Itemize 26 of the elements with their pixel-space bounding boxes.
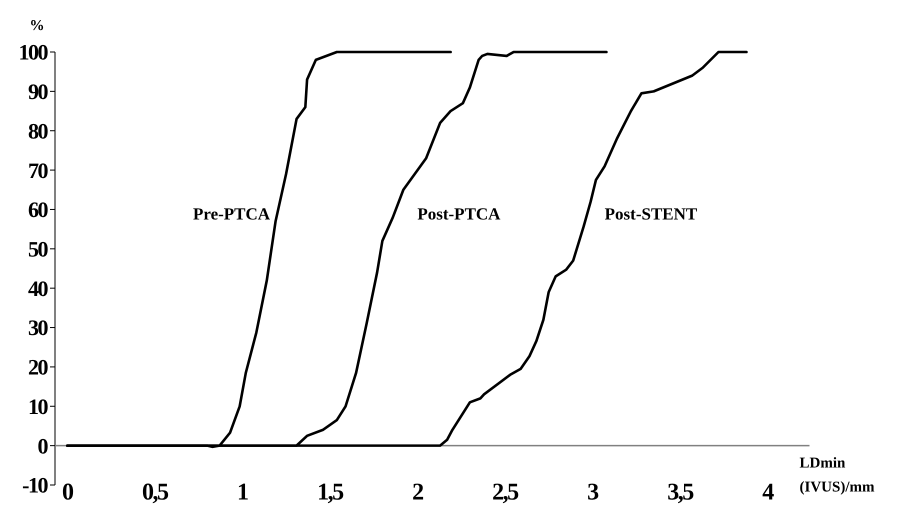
y-tick-label: -10 [22,472,48,498]
y-tick-label: 40 [28,276,48,301]
series-label: Post-STENT [604,204,698,224]
y-tick-label: 100 [18,40,48,65]
series-label: Pre-PTCA [192,204,271,224]
x-tick-label: 3 [587,479,600,506]
x-tick-label: 1 [237,479,248,506]
y-tick-label: 60 [28,197,48,222]
x-tick-label: 2 [412,479,424,506]
y-tick-label: 30 [28,315,48,340]
x-tick-label: 1,5 [317,479,344,506]
x-axis-title: LDmin (IVUS)/mm [800,456,875,496]
x-tick-label: 3,5 [667,479,694,506]
x-tick-label: 0,5 [142,479,170,506]
x-tick-label: 2,5 [492,479,520,506]
y-tick-label: 90 [28,79,48,104]
y-axis-title: % [30,18,44,34]
series-label: Post-PTCA [417,204,502,224]
y-tick-label: 0 [38,433,48,458]
y-tick-label: 50 [28,236,48,262]
y-tick-label: 80 [28,118,48,144]
y-tick-label: 10 [28,394,48,419]
y-tick-label: 70 [28,158,48,183]
y-tick-label: 20 [28,354,48,380]
x-tick-label: 0 [62,479,74,506]
x-tick-label: 4 [762,479,774,506]
